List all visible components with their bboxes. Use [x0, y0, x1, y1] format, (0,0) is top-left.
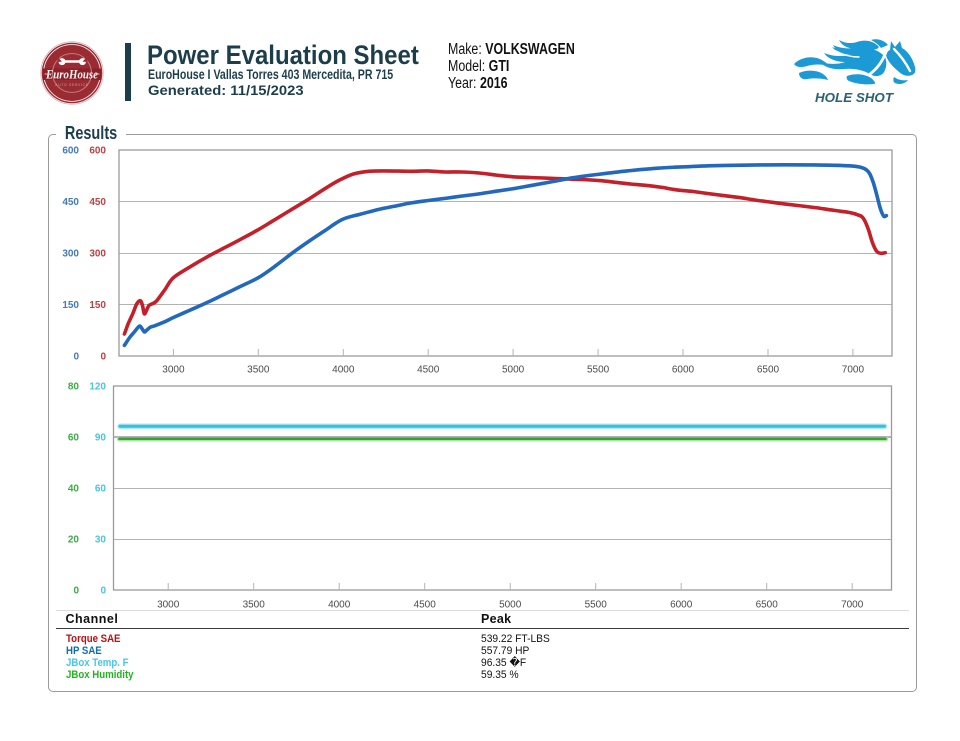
- svg-text:60: 60: [95, 484, 107, 495]
- svg-text:0: 0: [100, 352, 106, 363]
- svg-text:7000: 7000: [842, 365, 865, 376]
- svg-text:3500: 3500: [243, 600, 266, 611]
- svg-text:5000: 5000: [499, 600, 522, 611]
- svg-text:3000: 3000: [162, 365, 185, 376]
- svg-text:150: 150: [62, 300, 79, 311]
- svg-text:60: 60: [68, 433, 80, 444]
- svg-text:4000: 4000: [328, 600, 351, 611]
- svg-text:6000: 6000: [672, 365, 695, 376]
- svg-text:7000: 7000: [841, 600, 864, 611]
- svg-text:4500: 4500: [417, 365, 440, 376]
- svg-text:AUTO SERVICE: AUTO SERVICE: [55, 83, 89, 87]
- svg-text:600: 600: [62, 146, 79, 157]
- svg-text:3500: 3500: [247, 365, 270, 376]
- svg-text:0: 0: [73, 352, 79, 363]
- svg-text:90: 90: [95, 433, 107, 444]
- svg-text:6000: 6000: [670, 600, 693, 611]
- svg-text:40: 40: [68, 484, 80, 495]
- svg-text:450: 450: [89, 197, 106, 208]
- svg-text:20: 20: [68, 535, 80, 546]
- svg-text:4500: 4500: [414, 600, 437, 611]
- svg-text:0: 0: [100, 586, 106, 597]
- svg-text:600: 600: [89, 146, 106, 157]
- svg-text:80: 80: [68, 382, 80, 393]
- svg-text:5000: 5000: [502, 365, 525, 376]
- svg-text:0: 0: [73, 586, 79, 597]
- svg-text:3000: 3000: [157, 600, 180, 611]
- svg-text:4000: 4000: [332, 365, 355, 376]
- svg-text:450: 450: [62, 197, 79, 208]
- svg-text:5500: 5500: [585, 600, 608, 611]
- svg-text:6500: 6500: [757, 365, 780, 376]
- svg-text:300: 300: [89, 249, 106, 260]
- svg-text:30: 30: [95, 535, 107, 546]
- svg-text:5500: 5500: [587, 365, 610, 376]
- svg-text:6500: 6500: [756, 600, 779, 611]
- svg-text:300: 300: [62, 249, 79, 260]
- svg-text:150: 150: [89, 300, 106, 311]
- svg-text:EuroHouse: EuroHouse: [45, 66, 98, 81]
- svg-text:HOLE SHOT: HOLE SHOT: [815, 91, 894, 104]
- svg-text:120: 120: [89, 382, 106, 393]
